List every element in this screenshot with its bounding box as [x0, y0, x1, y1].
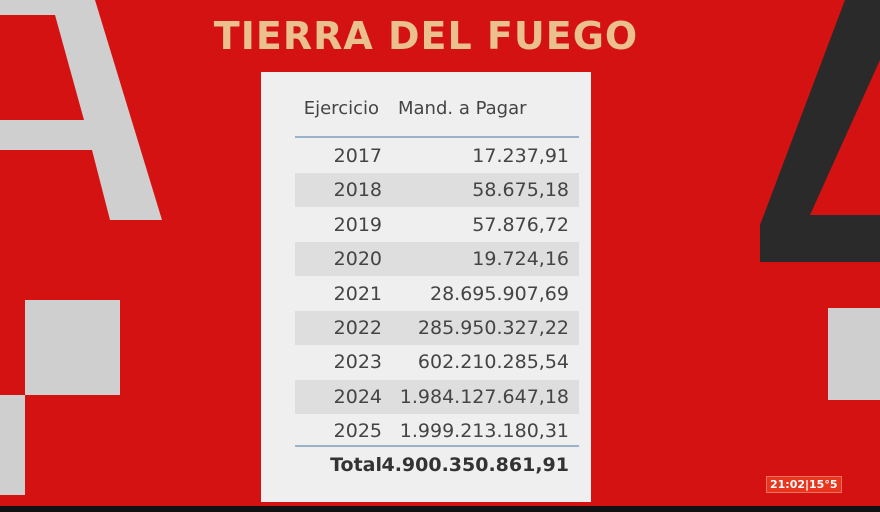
amount-cell: 1.999.213.180,31	[399, 420, 569, 443]
year-cell: 2025	[333, 420, 382, 443]
amount-cell: 1.984.127.647,18	[399, 385, 569, 408]
table-row: 2020 19.724,16	[295, 242, 579, 277]
year-cell: 2017	[333, 145, 382, 167]
bottom-bar	[0, 506, 880, 512]
background-number-4	[760, 0, 880, 262]
year-cell: 2019	[333, 213, 382, 236]
amount-cell: 602.210.285,54	[417, 351, 569, 374]
year-cell: 2023	[333, 351, 382, 374]
year-cell: 2018	[333, 179, 382, 202]
background-square	[0, 395, 25, 495]
table-row: 2018 58.675,18	[295, 173, 579, 208]
amount-cell: 285.950.327,22	[417, 317, 569, 339]
total-row: Total 4.900.350.861,91	[295, 448, 579, 482]
year-cell: 2020	[333, 248, 382, 271]
total-label: Total	[330, 454, 382, 476]
page-title: TIERRA DEL FUEGO	[213, 14, 639, 58]
header-divider	[295, 136, 579, 138]
table-row: 2023 602.210.285,54	[295, 345, 579, 379]
total-value: 4.900.350.861,91	[381, 454, 569, 476]
amount-cell: 17.237,91	[472, 145, 569, 167]
background-square	[25, 300, 120, 395]
data-table: Ejercicio Mand. a Pagar 2017 17.237,91 201…	[261, 72, 591, 502]
table-row: 2021 28.695.907,69	[295, 277, 579, 311]
table-row: 2025 1.999.213.180,31	[295, 414, 579, 448]
table-row: 2017 17.237,91	[295, 139, 579, 173]
clock-badge: 21:02|15°5	[766, 476, 842, 493]
year-cell: 2021	[333, 282, 382, 305]
total-divider	[295, 445, 579, 447]
table-row: 2022 285.950.327,22	[295, 311, 579, 345]
background-square	[828, 308, 880, 400]
year-cell: 2024	[333, 385, 382, 408]
amount-cell: 28.695.907,69	[429, 282, 569, 305]
header-mand-a-pagar: Mand. a Pagar	[398, 98, 527, 119]
background-letter-a	[0, 0, 162, 220]
amount-cell: 19.724,16	[472, 248, 569, 271]
table-row: 2019 57.876,72	[295, 208, 579, 242]
header-ejercicio: Ejercicio	[303, 98, 379, 119]
table-row: 2024 1.984.127.647,18	[295, 379, 579, 414]
year-cell: 2022	[333, 317, 382, 339]
amount-cell: 58.675,18	[472, 179, 569, 202]
amount-cell: 57.876,72	[472, 213, 569, 236]
